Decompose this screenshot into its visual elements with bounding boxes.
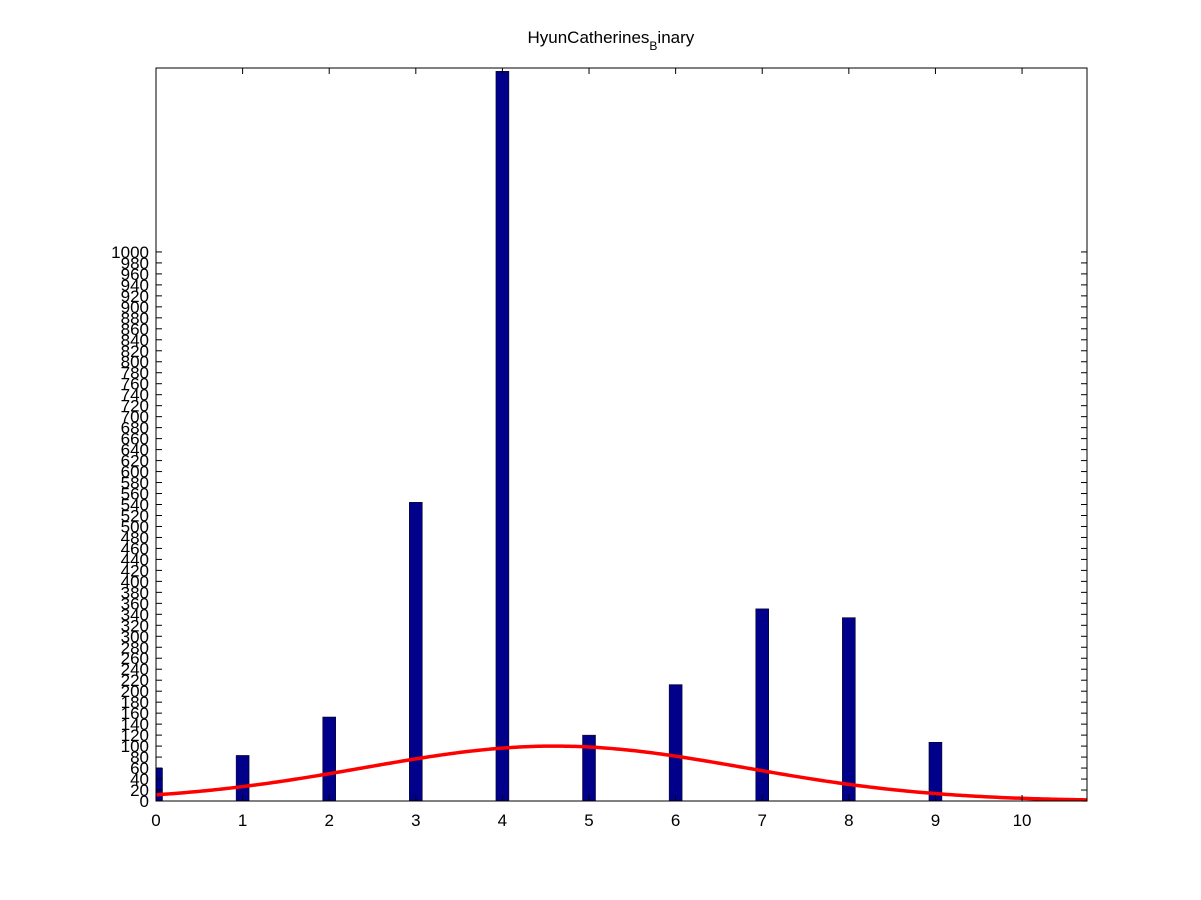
y-tick-label: 400 (121, 572, 149, 591)
y-tick-label: 580 (121, 474, 149, 493)
y-tick-label: 760 (121, 375, 149, 394)
y-tick-label: 120 (121, 726, 149, 745)
bar-3 (409, 502, 423, 802)
y-tick-label: 80 (130, 748, 149, 767)
y-tick-label: 240 (121, 660, 149, 679)
y-tick-label: 560 (121, 485, 149, 504)
bar-6 (668, 684, 683, 802)
title-main: HyunCatherines (528, 28, 650, 47)
x-tick-label: 10 (1013, 811, 1032, 830)
axes (155, 67, 1088, 802)
y-tick-label: 600 (121, 463, 149, 482)
bar-2 (322, 716, 336, 802)
y-tick-label: 940 (121, 276, 149, 295)
fit-curve (155, 744, 1088, 802)
y-axis-ticks: 0204060801001201401601802002202402602803… (111, 243, 1087, 811)
y-tick-label: 860 (121, 320, 149, 339)
y-tick-label: 480 (121, 528, 149, 547)
y-tick-label: 740 (121, 386, 149, 405)
fit-curve-layer (155, 744, 1088, 802)
y-tick-label: 20 (130, 781, 149, 800)
y-tick-label: 100 (121, 737, 149, 756)
x-tick-label: 7 (757, 811, 766, 830)
x-tick-label: 1 (238, 811, 247, 830)
bar-5 (582, 734, 596, 802)
y-tick-label: 280 (121, 638, 149, 657)
y-tick-label: 1000 (111, 243, 149, 262)
x-tick-label: 5 (584, 811, 593, 830)
y-tick-label: 60 (130, 759, 149, 778)
y-tick-label: 440 (121, 550, 149, 569)
y-tick-label: 820 (121, 342, 149, 361)
x-tick-label: 3 (411, 811, 420, 830)
bar-8 (842, 617, 856, 802)
y-tick-label: 700 (121, 408, 149, 427)
x-tick-label: 2 (324, 811, 333, 830)
y-tick-label: 360 (121, 594, 149, 613)
y-tick-label: 200 (121, 682, 149, 701)
y-tick-label: 780 (121, 364, 149, 383)
bar-1 (235, 755, 250, 802)
y-tick-label: 620 (121, 452, 149, 471)
bar-4 (495, 71, 510, 802)
axes-frame (155, 67, 1088, 802)
title-suffix: inary (657, 28, 694, 47)
y-tick-label: 40 (130, 770, 149, 789)
y-tick-label: 320 (121, 616, 149, 635)
x-axis-ticks: 0 1 2 3 4 5 6 7 8 9 10 (151, 68, 1032, 830)
bars (155, 71, 943, 802)
y-tick-label: 800 (121, 353, 149, 372)
title-subscript: B (649, 39, 657, 53)
y-tick-label: 880 (121, 309, 149, 328)
y-tick-label: 960 (121, 265, 149, 284)
y-tick-label: 460 (121, 539, 149, 558)
y-tick-label: 900 (121, 298, 149, 317)
y-tick-label: 500 (121, 517, 149, 536)
x-tick-label: 0 (151, 811, 160, 830)
y-tick-label: 540 (121, 496, 149, 515)
y-tick-label: 680 (121, 419, 149, 438)
plot-title: HyunCatherinesBinary (528, 28, 695, 53)
y-tick-label: 640 (121, 441, 149, 460)
y-tick-label: 300 (121, 627, 149, 646)
y-tick-label: 520 (121, 506, 149, 525)
x-tick-label: 8 (844, 811, 853, 830)
y-tick-label: 260 (121, 649, 149, 668)
y-tick-label: 340 (121, 605, 149, 624)
y-tick-label: 980 (121, 254, 149, 273)
y-tick-label: 840 (121, 331, 149, 350)
y-tick-label: 920 (121, 287, 149, 306)
y-tick-label: 140 (121, 715, 149, 734)
y-tick-label: 660 (121, 430, 149, 449)
y-tick-label: 220 (121, 671, 149, 690)
y-tick-label: 160 (121, 704, 149, 723)
x-tick-label: 6 (671, 811, 680, 830)
y-tick-label: 720 (121, 397, 149, 416)
x-tick-label: 9 (931, 811, 940, 830)
x-tick-label: 4 (498, 811, 507, 830)
y-tick-label: 420 (121, 561, 149, 580)
svg-text:HyunCatherinesBinary: HyunCatherinesBinary (528, 28, 695, 53)
y-tick-label: 0 (140, 792, 149, 811)
y-tick-label: 380 (121, 583, 149, 602)
y-tick-label: 180 (121, 693, 149, 712)
